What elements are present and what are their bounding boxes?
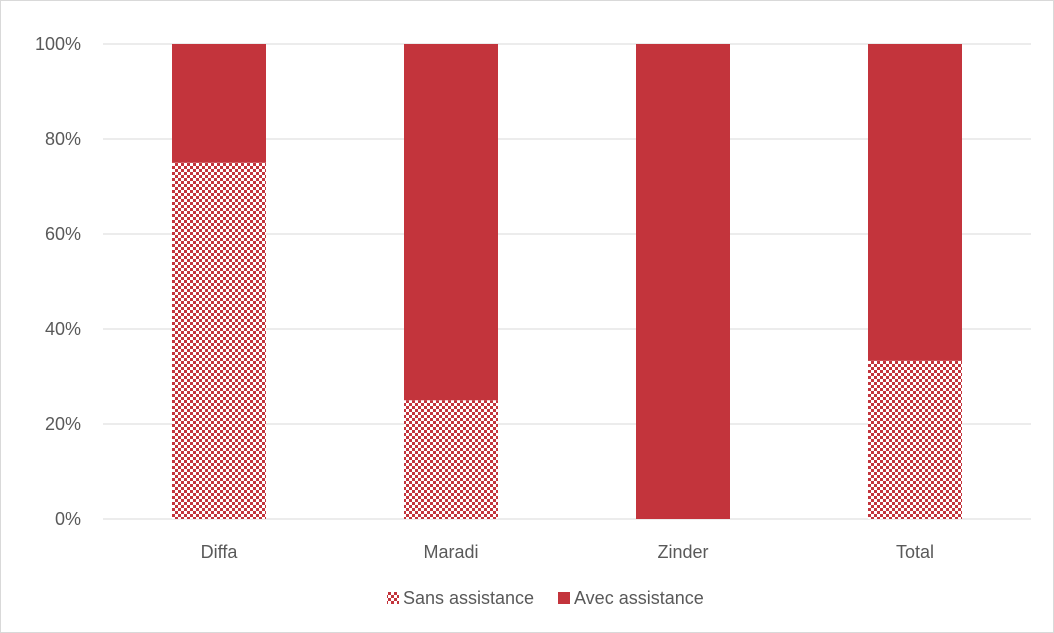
legend-swatch	[558, 592, 570, 604]
bar-segment-sans-assistance-diffa	[172, 162, 266, 519]
y-axis-labels: 0% 20% 40% 60% 80% 100%	[35, 34, 81, 529]
y-tick-label: 60%	[45, 224, 81, 244]
x-tick-label: Total	[896, 542, 934, 562]
x-tick-label: Zinder	[657, 542, 708, 562]
y-tick-label: 0%	[55, 509, 81, 529]
legend-swatch	[387, 592, 399, 604]
legend-label: Sans assistance	[403, 588, 534, 608]
x-tick-label: Maradi	[423, 542, 478, 562]
x-tick-label: Diffa	[201, 542, 239, 562]
legend-label: Avec assistance	[574, 588, 704, 608]
legend: Sans assistance Avec assistance	[387, 588, 704, 608]
bar-segment-avec-assistance-maradi	[404, 44, 498, 401]
y-tick-label: 80%	[45, 129, 81, 149]
bars	[172, 44, 962, 519]
bar-segment-avec-assistance-zinder	[636, 44, 730, 519]
bar-segment-sans-assistance-maradi	[404, 400, 498, 519]
bar-segment-avec-assistance-diffa	[172, 44, 266, 163]
y-tick-label: 100%	[35, 34, 81, 54]
x-axis-labels: Diffa Maradi Zinder Total	[201, 542, 934, 562]
bar-segment-sans-assistance-total	[868, 360, 962, 519]
bar-segment-avec-assistance-total	[868, 44, 962, 361]
y-tick-label: 40%	[45, 319, 81, 339]
y-tick-label: 20%	[45, 414, 81, 434]
